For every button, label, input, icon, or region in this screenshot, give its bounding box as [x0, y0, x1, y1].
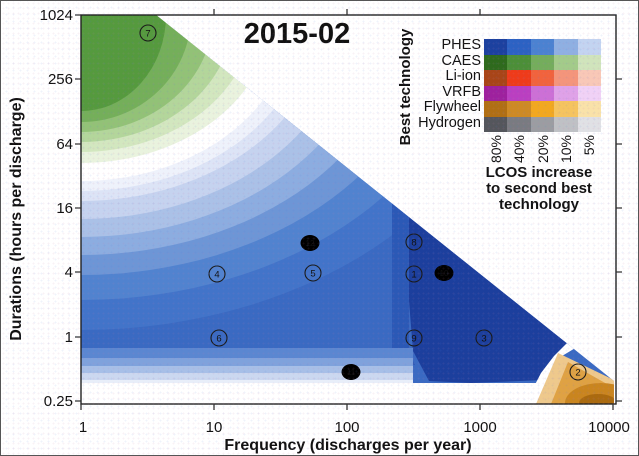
legend-cell: [507, 101, 531, 117]
legend-cell: [484, 85, 508, 101]
legend-cell: [554, 116, 578, 132]
marker-6: 6: [210, 329, 228, 347]
plot-frame: [80, 14, 617, 405]
legend-cell: [507, 70, 531, 86]
legend-caption-line-3: technology: [498, 196, 579, 213]
marker-11-label: 11: [347, 368, 356, 377]
legend-cell: [484, 54, 508, 70]
marker-5-label: 5: [310, 269, 315, 280]
marker-3-label: 3: [481, 334, 486, 345]
x-tick-100: 100: [334, 419, 359, 436]
legend-cell: [530, 101, 555, 117]
x-tick-1: 1: [79, 419, 87, 436]
legend-cell: [530, 54, 555, 70]
legend-cell: [507, 54, 531, 70]
legend-cell: [554, 85, 578, 101]
y-tick-4: 4: [65, 264, 73, 281]
y-tick-16: 16: [56, 200, 73, 217]
legend-cell: [554, 70, 578, 86]
marker-12: 12: [300, 235, 320, 251]
marker-9-label: 9: [411, 334, 416, 345]
figure-title: 2015-02: [244, 18, 350, 50]
legend-caption: LCOS increase to second best technology: [456, 165, 622, 213]
legend-cell: [554, 101, 578, 117]
y-tick-025: 0.25: [44, 393, 73, 410]
marker-7: 7: [139, 24, 157, 42]
marker-7-label: 7: [145, 29, 150, 40]
legend-cell: [554, 54, 578, 70]
y-tick-1024: 1024: [40, 7, 73, 24]
legend-cell: [577, 70, 601, 86]
marker-3: 3: [475, 329, 493, 347]
legend-cell: [484, 70, 508, 86]
marker-12-label: 12: [306, 239, 315, 248]
y-tick-64: 64: [56, 136, 73, 153]
legend-cell: [484, 116, 508, 132]
marker-1: 1: [405, 265, 423, 283]
legend-row-labels: PHES CAES Li-ion VRFB Flywheel Hydrogen: [397, 37, 482, 131]
legend-cell: [577, 116, 601, 132]
legend-color-grid: [484, 39, 601, 132]
marker-10-label: 10: [440, 269, 449, 278]
legend-cell: [577, 39, 601, 55]
marker-11: 11: [341, 364, 361, 380]
legend-cell: [507, 85, 531, 101]
marker-8: 8: [405, 233, 423, 251]
legend-cell: [577, 54, 601, 70]
legend-row-liion: Li-ion: [445, 68, 481, 84]
legend-cell: [507, 116, 531, 132]
legend-caption-line-1: LCOS increase: [485, 164, 593, 181]
x-tick-10000: 10000: [588, 419, 630, 436]
scenario-markers: 1 2 3 4 5 6 7 8 9 10 11 12: [139, 24, 587, 381]
marker-6-label: 6: [216, 334, 221, 345]
x-axis-title: Frequency (discharges per year): [224, 437, 471, 454]
y-tick-256: 256: [48, 71, 73, 88]
legend-row-phes: PHES: [441, 37, 482, 53]
marker-9: 9: [405, 329, 423, 347]
marker-5: 5: [304, 264, 322, 282]
y-axis-title: Durations (hours per discharge): [8, 97, 25, 341]
legend-cell: [577, 85, 601, 101]
legend-cell: [554, 39, 578, 55]
contour-field: [81, 15, 614, 404]
legend-row-caes: CAES: [441, 52, 482, 69]
legend-cell: [484, 39, 508, 55]
marker-1-label: 1: [411, 270, 416, 281]
legend-cell: [530, 39, 555, 55]
marker-2: 2: [569, 363, 587, 381]
marker-10: 10: [434, 265, 454, 281]
marker-4-label: 4: [214, 270, 219, 281]
marker-8-label: 8: [411, 238, 416, 249]
x-tick-1000: 1000: [463, 419, 496, 436]
legend-cell: [530, 116, 555, 132]
marker-2-label: 2: [575, 368, 580, 379]
marker-4: 4: [208, 265, 226, 283]
x-tick-10: 10: [206, 419, 223, 436]
legend-row-flywheel: Flywheel: [423, 99, 481, 115]
legend-cell: [530, 85, 555, 101]
legend-cell: [577, 101, 601, 117]
legend-cell: [507, 39, 531, 55]
axis-ticks: [75, 9, 622, 410]
y-tick-1: 1: [65, 329, 73, 346]
legend-row-hydrogen: Hydrogen: [418, 114, 481, 131]
legend-row-vrfb: VRFB: [442, 83, 481, 100]
legend-cell: [484, 101, 508, 117]
legend-caption-line-2: to second best: [486, 180, 592, 197]
legend-cell: [530, 70, 555, 86]
